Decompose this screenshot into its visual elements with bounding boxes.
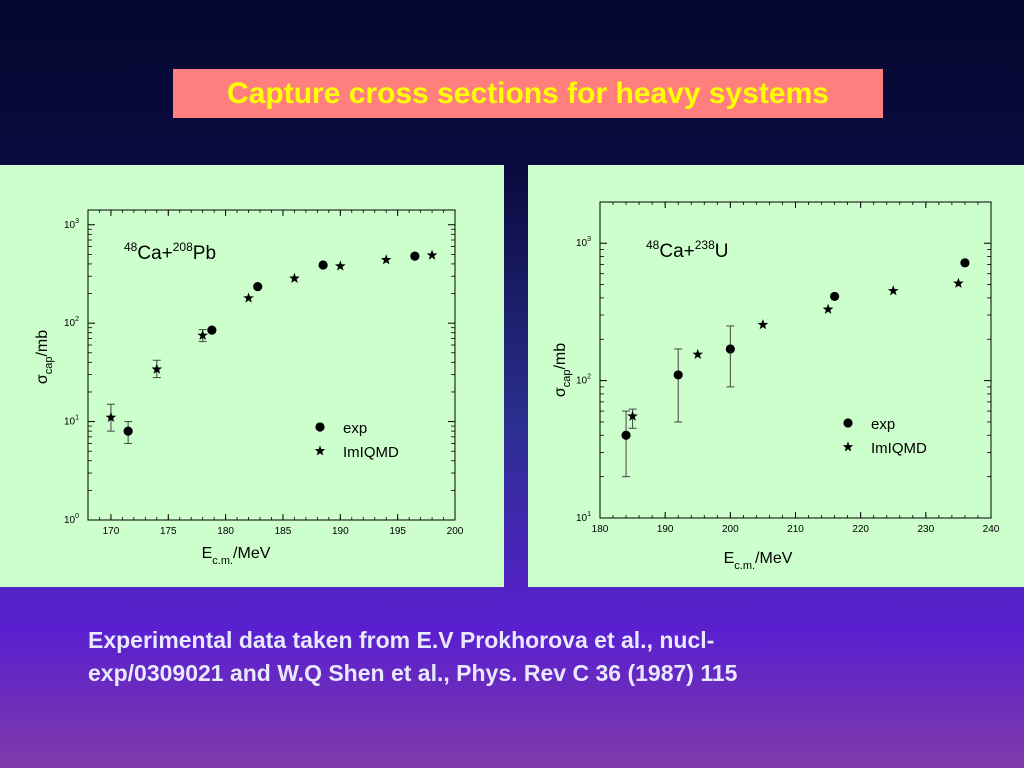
- x-tick-label: 200: [447, 526, 464, 537]
- x-tick-label: 180: [592, 524, 609, 535]
- legend-marker-circle: [315, 422, 325, 432]
- legend-marker-circle: [843, 418, 853, 428]
- x-tick-label: 185: [275, 526, 292, 537]
- data-point-exp: [960, 258, 970, 268]
- data-point-exp: [673, 370, 683, 380]
- data-point-imiqmd: [243, 292, 254, 303]
- chart-svg: 170 175 180 185 190 195 200 100 101 102 103 48Ca+20…: [34, 209, 464, 567]
- chart-panel-ca-u: 180 190 200 210 220 230 240 101 102 103 48Ca+238U e…: [528, 165, 1024, 587]
- data-point-imiqmd: [887, 285, 899, 296]
- reaction-label: 48Ca+238U: [646, 238, 729, 262]
- legend-label: ImIQMD: [343, 444, 399, 461]
- y-tick-label: 103: [576, 236, 591, 249]
- y-tick-label: 101: [576, 511, 591, 524]
- caption-line-2: exp/0309021 and W.Q Shen et al., Phys. R…: [88, 660, 738, 686]
- y-tick-label: 101: [64, 415, 79, 428]
- data-point-exp: [207, 325, 217, 335]
- y-axis-label: σcap/mb: [34, 330, 55, 384]
- x-tick-label: 170: [103, 526, 120, 537]
- x-tick-label: 230: [917, 524, 934, 535]
- data-point-imiqmd: [151, 363, 163, 374]
- reaction-label: 48Ca+208Pb: [124, 240, 216, 264]
- data-point-exp: [621, 430, 631, 440]
- data-point-imiqmd: [380, 254, 392, 265]
- legend-label: exp: [343, 420, 367, 437]
- x-tick-label: 190: [657, 524, 674, 535]
- data-point-exp: [123, 426, 133, 436]
- data-point-imiqmd: [105, 411, 117, 423]
- y-axis-label: σcap/mb: [552, 343, 573, 397]
- chart-svg: 180 190 200 210 220 230 240 101 102 103 48Ca+238U e…: [552, 201, 1000, 572]
- legend-label: ImIQMD: [871, 440, 927, 457]
- legend-marker-star: [842, 441, 854, 452]
- data-point-exp: [318, 260, 328, 270]
- caption-line-1: Experimental data taken from E.V Prokhor…: [88, 627, 715, 653]
- data-point-imiqmd: [627, 410, 638, 421]
- x-axis-label: Ec.m./MeV: [202, 545, 271, 567]
- y-tick-label: 100: [64, 513, 79, 526]
- data-point-imiqmd: [757, 319, 769, 330]
- x-tick-label: 210: [787, 524, 804, 535]
- data-point-exp: [253, 282, 263, 292]
- x-tick-label: 190: [332, 526, 349, 537]
- data-point-exp: [725, 344, 735, 354]
- x-axis-label: Ec.m./MeV: [724, 550, 793, 572]
- caption: Experimental data taken from E.V Prokhor…: [88, 624, 968, 690]
- x-tick-label: 195: [389, 526, 406, 537]
- title-banner: Capture cross sections for heavy systems: [173, 69, 883, 118]
- slide-title: Capture cross sections for heavy systems: [227, 76, 829, 110]
- x-tick-label: 240: [983, 524, 1000, 535]
- data-point-exp: [410, 251, 420, 261]
- data-point-imiqmd: [334, 260, 346, 271]
- legend-label: exp: [871, 416, 895, 433]
- y-tick-label: 103: [64, 218, 79, 231]
- chart-panel-ca-pb: 170 175 180 185 190 195 200 100 101 102 103 48Ca+20…: [0, 165, 504, 587]
- data-point-imiqmd: [426, 249, 438, 260]
- data-point-imiqmd: [953, 277, 964, 288]
- x-tick-label: 220: [852, 524, 869, 535]
- data-point-imiqmd: [692, 348, 704, 359]
- data-point-imiqmd: [822, 303, 834, 314]
- x-tick-label: 200: [722, 524, 739, 535]
- x-tick-label: 175: [160, 526, 177, 537]
- y-tick-label: 102: [576, 374, 591, 387]
- data-point-imiqmd: [197, 329, 209, 340]
- data-point-exp: [830, 291, 840, 302]
- x-tick-label: 180: [217, 526, 234, 537]
- y-tick-label: 102: [64, 316, 79, 329]
- legend-marker-star: [314, 445, 326, 456]
- data-point-imiqmd: [289, 272, 300, 283]
